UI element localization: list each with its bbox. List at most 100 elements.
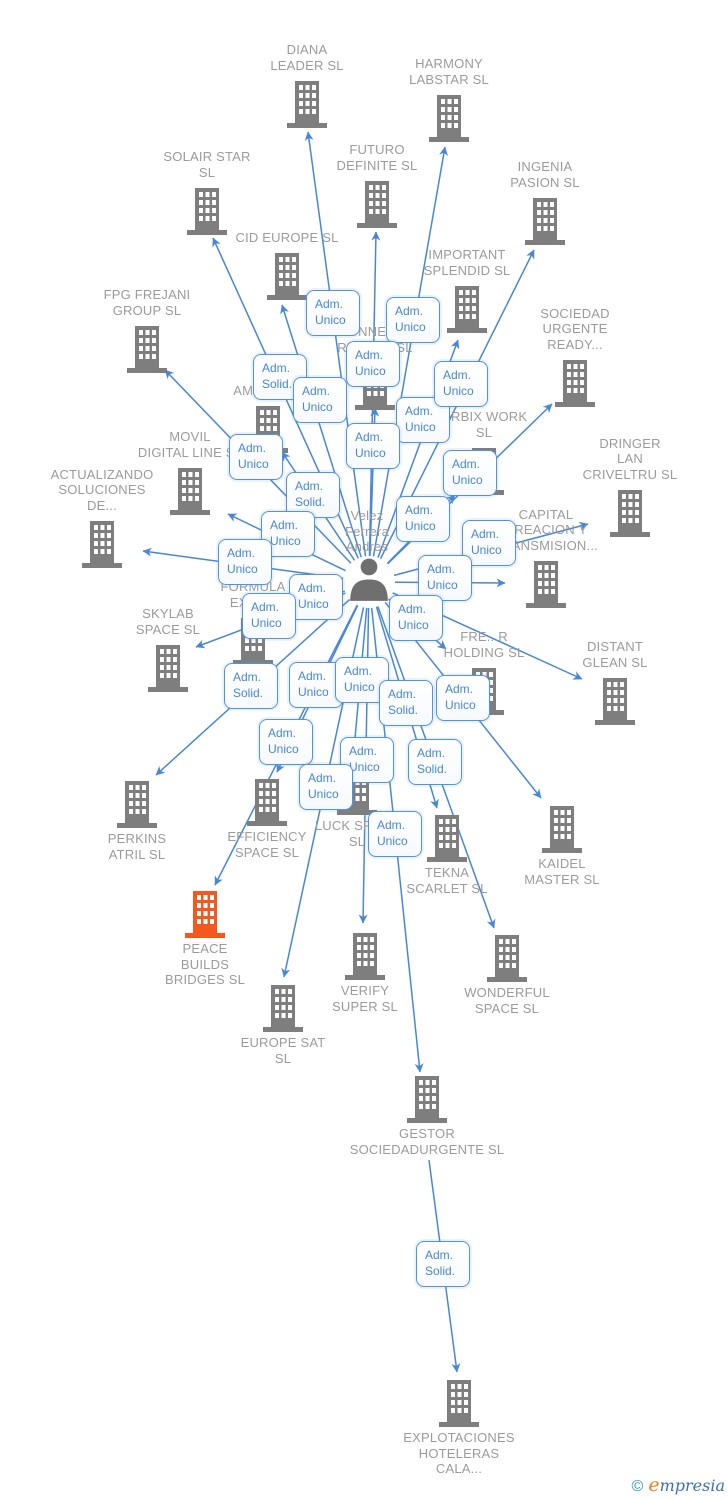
company-label: DIANA LEADER SL (270, 42, 344, 73)
relationship-label-box: Adm. Solid. (408, 739, 462, 785)
relationship-label-box: Adm. Unico (396, 496, 450, 542)
relationship-label-box: Adm. Unico (368, 811, 422, 857)
building-icon (521, 559, 571, 609)
company-node-wonderful-space[interactable] (482, 933, 532, 983)
company-label: EUROPE SAT SL (240, 1035, 326, 1066)
relationship-label-box: Adm. Unico (289, 662, 343, 708)
building-icon (352, 179, 402, 229)
company-node-explotaciones-hoteleras[interactable] (434, 1378, 484, 1428)
relationship-label-box: Adm. Unico (242, 593, 296, 639)
building-icon (143, 643, 193, 693)
company-label: MOVIL DIGITAL LINE SL (137, 429, 243, 460)
company-node-important-splendid[interactable] (442, 284, 492, 334)
company-node-harmony-labstar[interactable] (424, 93, 474, 143)
company-node-sociedad-urgente[interactable] (550, 358, 600, 408)
company-label: FUTURO DEFINITE SL (336, 142, 418, 173)
building-icon (442, 284, 492, 334)
company-node-dringer-lan[interactable] (605, 488, 655, 538)
company-node-perkins-atril[interactable] (112, 779, 162, 829)
person-node[interactable] (344, 557, 394, 607)
company-node-ingenia-pasion[interactable] (520, 196, 570, 246)
relationship-label-box: Adm. Unico (259, 719, 313, 765)
company-node-actualizando-soluciones[interactable] (77, 519, 127, 569)
company-node-cid-europe[interactable] (262, 251, 312, 301)
watermark-brand-text: mpresia (659, 1476, 725, 1495)
watermark-brand-initial: e (648, 1474, 660, 1496)
building-icon (605, 488, 655, 538)
relationship-label-box: Adm. Unico (293, 377, 347, 423)
building-icon (434, 1378, 484, 1428)
company-label: ACTUALIZANDO SOLUCIONES DE... (50, 466, 154, 513)
company-node-skylab-space[interactable] (143, 643, 193, 693)
relationship-label-box: Adm. Unico (443, 450, 497, 496)
building-icon (77, 519, 127, 569)
building-icon (262, 251, 312, 301)
relationship-label-box: Adm. Solid. (286, 472, 340, 518)
company-node-solair-star[interactable] (182, 186, 232, 236)
person-icon (344, 557, 394, 603)
relationship-label-box: Adm. Unico (289, 574, 343, 620)
company-label: VERIFY SUPER SL (332, 983, 398, 1014)
relationship-label-box: Adm. Unico (396, 397, 450, 443)
company-label: IMPORTANT SPLENDID SL (423, 247, 511, 278)
company-node-tekna-scarlet[interactable] (422, 813, 472, 863)
building-icon (482, 933, 532, 983)
company-node-kaidel-master[interactable] (537, 804, 587, 854)
company-node-peace-builds-bridges[interactable] (180, 889, 230, 939)
company-label: CAPITAL CREACION Y TRANSMISION... (494, 506, 598, 553)
building-icon (422, 813, 472, 863)
company-node-verify-super[interactable] (340, 931, 390, 981)
building-icon (424, 93, 474, 143)
relationship-label-box: Adm. Solid. (416, 1241, 470, 1287)
building-icon (402, 1074, 452, 1124)
company-label: FRE...R HOLDING SL (443, 629, 525, 660)
company-label: HARMONY LABSTAR SL (409, 56, 489, 87)
company-node-europe-sat[interactable] (258, 983, 308, 1033)
relationship-label-box: Adm. Unico (389, 595, 443, 641)
company-label: GESTOR SOCIEDADURGENTE SL (349, 1126, 505, 1157)
building-icon (122, 324, 172, 374)
relationship-label-box: Adm. Unico (229, 434, 283, 480)
company-label: WONDERFUL SPACE SL (464, 985, 550, 1016)
building-icon (165, 466, 215, 516)
building-icon (242, 777, 292, 827)
company-node-diana-leader[interactable] (282, 79, 332, 129)
company-node-movil-digital[interactable] (165, 466, 215, 516)
person-label: Velez Ferrera Andres (344, 508, 390, 554)
building-icon (258, 983, 308, 1033)
company-label: PERKINS ATRIL SL (107, 831, 167, 862)
company-node-gestor-sociedadurgente[interactable] (402, 1074, 452, 1124)
relationship-label-box: Adm. Unico (418, 555, 472, 601)
company-node-futuro-definite[interactable] (352, 179, 402, 229)
building-icon (550, 358, 600, 408)
company-label: TEKNA SCARLET SL (406, 865, 488, 896)
company-label: EXPLOTACIONES HOTELERAS CALA... (403, 1430, 515, 1476)
company-node-distant-glean[interactable] (590, 676, 640, 726)
company-label: KAIDEL MASTER SL (524, 856, 600, 887)
company-label: ORBIX WORK SL (440, 409, 528, 440)
relationship-label-box: Adm. Unico (436, 675, 490, 721)
relationship-label-box: Adm. Unico (299, 764, 353, 810)
company-label: FPG FREJANI GROUP SL (103, 287, 191, 318)
company-node-capital-creacion[interactable] (521, 559, 571, 609)
company-label: SOLAIR STAR SL (163, 149, 251, 180)
building-icon (112, 779, 162, 829)
company-node-fpg-frejani[interactable] (122, 324, 172, 374)
company-label: DRINGER LAN CRIVELTRU SL (582, 435, 678, 482)
relationship-label-box: Adm. Solid. (379, 680, 433, 726)
relationship-label-box: Adm. Unico (346, 423, 400, 469)
relationship-label-box: Adm. Unico (462, 520, 516, 566)
building-icon (180, 889, 230, 939)
building-icon (537, 804, 587, 854)
relationship-label-box: Adm. Solid. (224, 663, 278, 709)
building-icon (182, 186, 232, 236)
watermark: © empresia (631, 1474, 725, 1496)
company-label: CID EUROPE SL (235, 229, 339, 245)
company-label: PEACE BUILDS BRIDGES SL (164, 941, 246, 987)
relationship-label-box: Adm. Unico (306, 290, 360, 336)
relationship-label-box: Adm. Unico (346, 341, 400, 387)
relationship-label-box: Adm. Unico (340, 737, 394, 783)
company-node-efficiency-space[interactable] (242, 777, 292, 827)
relationship-label-box: Adm. Unico (218, 539, 272, 585)
